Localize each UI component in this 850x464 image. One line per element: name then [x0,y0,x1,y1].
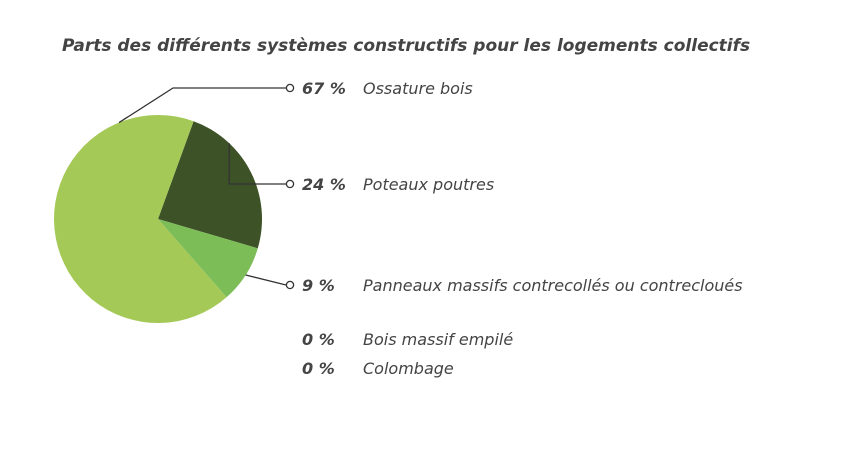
pie-slice-0 [53,114,227,323]
pie-slices [53,114,263,323]
pie-slice-1 [158,121,263,249]
slice-value-label: 0 % [302,359,335,378]
legend-annotations: 67 % Ossature bois 24 % Poteaux poutres 9 % P… [118,79,743,378]
chart-title: Parts des différents systèmes constructi… [62,36,750,56]
slice-category-label: Ossature bois [363,79,473,98]
slice-category-label: Poteaux poutres [363,175,494,194]
slice-value-label: 67 % [302,79,346,98]
slice-category-label: Colombage [363,359,454,378]
leader-dot-0 [285,83,295,93]
leader-line-2 [245,274,287,286]
leader-dot-2 [285,280,295,290]
slice-value-label: 0 % [302,330,335,349]
slice-category-label: Bois massif empilé [363,330,513,349]
leader-line-0 [118,87,286,124]
pie-slice-2 [158,219,258,298]
slice-category-label: Panneaux massifs contrecollés ou contrec… [363,276,743,295]
slice-value-label: 24 % [302,175,346,194]
leader-dot-1 [285,179,295,189]
leader-line-1 [228,143,286,185]
slice-value-label: 9 % [302,276,335,295]
